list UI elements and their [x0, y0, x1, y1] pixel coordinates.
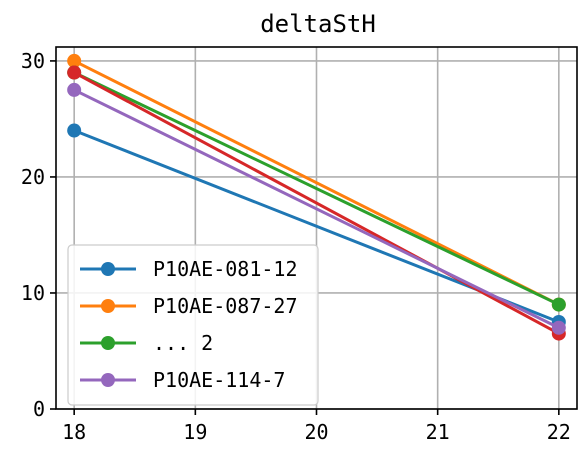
legend-marker-1	[101, 299, 115, 313]
series-4-point-1	[551, 320, 566, 335]
series-0-point-0	[67, 123, 82, 138]
legend-marker-0	[101, 262, 115, 276]
legend-frame	[67, 244, 319, 406]
legend-marker-2	[101, 336, 115, 350]
series-line-2	[73, 71, 560, 306]
legend-label-0: P10AE-081-12	[153, 257, 298, 281]
legend: P10AE-081-12 P10AE-087-27 ... 2 P10AE-114-7	[67, 244, 319, 406]
y-tick-label-2: 20	[21, 165, 45, 189]
x-tick-label-0: 18	[62, 420, 86, 444]
series-line-1	[73, 59, 560, 306]
series-line-4	[73, 88, 560, 330]
legend-label-1: P10AE-087-27	[153, 294, 298, 318]
series-4-point-0	[67, 82, 82, 97]
legend-label-3: P10AE-114-7	[153, 368, 285, 392]
x-tick-label-1: 19	[183, 420, 207, 444]
axis-ticks: 18 19 20 21 22 0 10 20 30	[21, 49, 571, 444]
y-tick-label-0: 0	[33, 397, 45, 421]
series-line-3	[73, 71, 560, 335]
y-tick-label-3: 30	[21, 49, 45, 73]
legend-label-2: ... 2	[153, 331, 213, 355]
legend-marker-3	[101, 373, 115, 387]
series-2-point-1	[551, 297, 566, 312]
x-tick-label-4: 22	[547, 420, 571, 444]
chart-title: deltaStH	[260, 10, 376, 38]
series-1-point-0	[67, 53, 82, 68]
x-tick-label-3: 21	[426, 420, 450, 444]
series-3-point-0	[67, 65, 82, 80]
y-tick-label-1: 10	[21, 281, 45, 305]
x-tick-label-2: 20	[304, 420, 328, 444]
plot-series	[67, 53, 566, 341]
